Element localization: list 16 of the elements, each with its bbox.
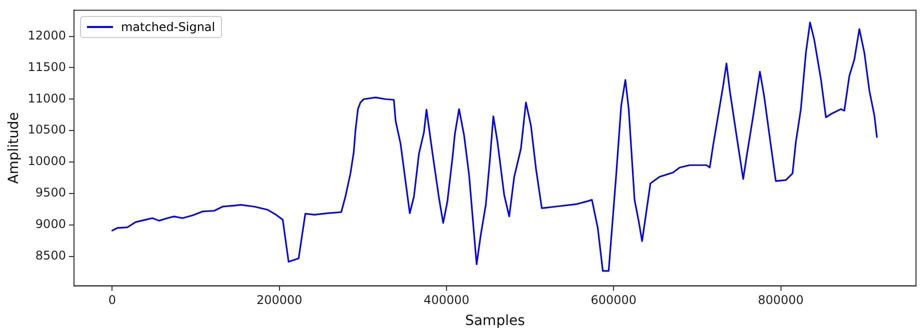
y-tick-label: 9500 — [35, 186, 66, 200]
x-tick-label: 200000 — [256, 293, 302, 308]
y-tick-label: 12000 — [28, 28, 66, 42]
y-tick-label: 9000 — [35, 216, 66, 231]
y-tick-label: 10000 — [28, 154, 66, 168]
legend-label: matched-Signal — [120, 20, 216, 34]
y-tick-label: 11500 — [28, 60, 66, 74]
x-axis-title: Samples — [465, 313, 525, 330]
y-tick-label: 11000 — [28, 91, 66, 106]
y-tick-label: 10500 — [28, 122, 66, 137]
y-tick-label: 8500 — [35, 248, 66, 262]
y-axis-title: Amplitude — [6, 112, 22, 184]
x-tick-label: 0 — [108, 293, 116, 308]
x-tick-label: 600000 — [590, 293, 637, 308]
x-tick-label: 800000 — [758, 293, 804, 308]
x-tick-label: 400000 — [424, 293, 470, 308]
